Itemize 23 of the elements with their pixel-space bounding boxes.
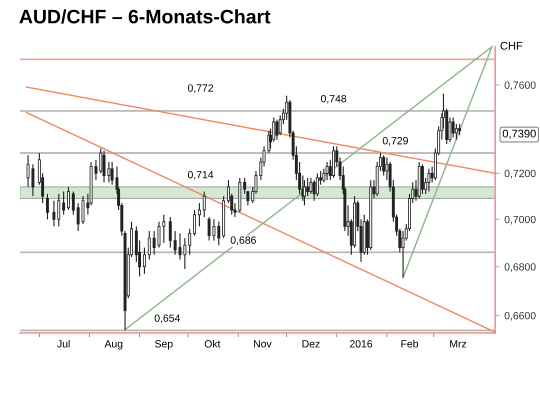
ref-line-label: 0,686 [230, 236, 256, 245]
x-tick-label: Sep [155, 340, 173, 350]
y-axis-title: CHF [500, 42, 522, 50]
x-tick-label: Mrz [450, 340, 466, 348]
ref-line-label: 0,772 [188, 84, 214, 93]
x-tick-label: Jul [57, 340, 70, 348]
x-tick-label: 2016 [350, 340, 372, 348]
x-tick-label: Okt [204, 340, 220, 348]
y-tick-label: 0,7000 [504, 216, 536, 224]
y-tick-label: 0,7200 [504, 170, 536, 178]
ref-line-label: 0,748 [320, 94, 346, 104]
chart-title: AUD/CHF – 6-Monats-Chart [19, 9, 270, 24]
band-label: 0,714 [188, 171, 214, 180]
ref-line-label: 0,729 [382, 137, 408, 146]
x-tick-label: Dez [302, 340, 320, 348]
y-tick-label: 0,7600 [504, 81, 536, 90]
y-tick-label: 0,6800 [504, 263, 536, 272]
ref-line-label: 0,654 [154, 314, 180, 324]
x-tick-label: Aug [104, 340, 122, 350]
x-tick-label: Nov [254, 340, 272, 348]
x-tick-label: Feb [401, 340, 418, 348]
y-tick-label: 0,6600 [504, 312, 536, 321]
text: 0,7390 [502, 130, 536, 139]
